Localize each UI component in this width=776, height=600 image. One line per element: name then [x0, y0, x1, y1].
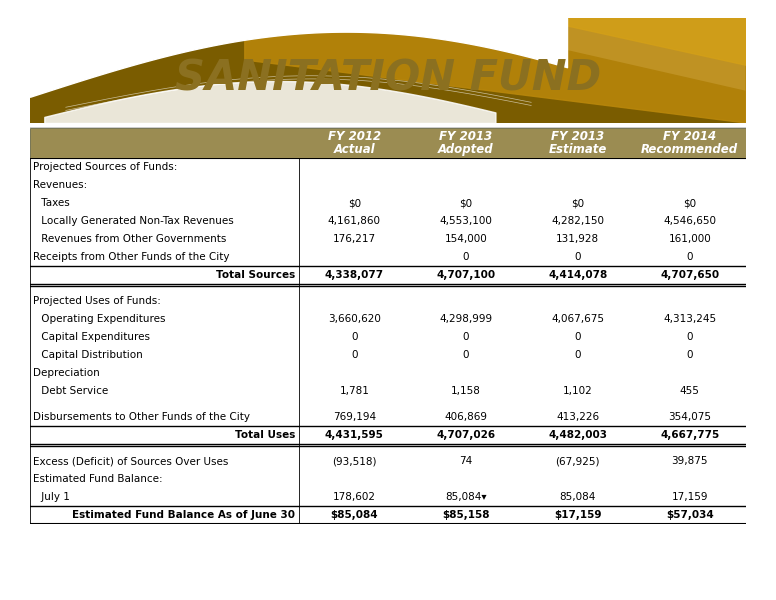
Text: Projected Uses of Funds:: Projected Uses of Funds:	[33, 296, 161, 306]
Text: 769,194: 769,194	[333, 412, 376, 422]
Text: Total Uses: Total Uses	[235, 430, 296, 440]
Text: $0: $0	[571, 198, 584, 208]
Text: 354,075: 354,075	[668, 412, 712, 422]
Text: FY 2013: FY 2013	[439, 130, 493, 143]
Text: Estimated Fund Balance:: Estimated Fund Balance:	[33, 474, 163, 484]
Text: Taxes: Taxes	[38, 198, 70, 208]
Text: Disbursements to Other Funds of the City: Disbursements to Other Funds of the City	[33, 412, 250, 422]
Text: Capital Distribution: Capital Distribution	[38, 350, 143, 360]
Text: 455: 455	[680, 386, 700, 396]
Text: 178,602: 178,602	[333, 492, 376, 502]
Text: 85,084▾: 85,084▾	[445, 492, 487, 502]
Polygon shape	[30, 18, 746, 123]
Text: 0: 0	[574, 332, 581, 342]
Text: 406,869: 406,869	[445, 412, 487, 422]
Text: 4,313,245: 4,313,245	[663, 314, 716, 324]
Text: Locally Generated Non-Tax Revenues: Locally Generated Non-Tax Revenues	[38, 216, 234, 226]
Text: 4,707,026: 4,707,026	[436, 430, 496, 440]
Text: $57,034: $57,034	[666, 510, 714, 520]
Text: Estimate: Estimate	[549, 143, 607, 156]
Text: 0: 0	[574, 350, 581, 360]
Text: 85,084: 85,084	[559, 492, 596, 502]
Text: 0: 0	[574, 252, 581, 262]
Text: 0: 0	[351, 332, 358, 342]
Text: 4,553,100: 4,553,100	[440, 216, 493, 226]
Text: $0: $0	[348, 198, 361, 208]
Text: Revenues from Other Governments: Revenues from Other Governments	[38, 234, 227, 244]
Text: 4,161,860: 4,161,860	[327, 216, 381, 226]
Text: $17,159: $17,159	[554, 510, 601, 520]
Text: 4,067,675: 4,067,675	[551, 314, 605, 324]
Text: 1,781: 1,781	[339, 386, 369, 396]
Text: (67,925): (67,925)	[556, 456, 600, 466]
Text: $85,084: $85,084	[331, 510, 378, 520]
Text: $85,158: $85,158	[442, 510, 490, 520]
Text: 0: 0	[687, 350, 693, 360]
Text: 4,707,100: 4,707,100	[436, 270, 496, 280]
Text: Projected Sources of Funds:: Projected Sources of Funds:	[33, 162, 178, 172]
Text: Debt Service: Debt Service	[38, 386, 108, 396]
Text: 17,159: 17,159	[671, 492, 708, 502]
Text: 1,158: 1,158	[451, 386, 481, 396]
Text: 4,298,999: 4,298,999	[439, 314, 493, 324]
Text: $0: $0	[683, 198, 696, 208]
Text: 0: 0	[687, 252, 693, 262]
Text: Adopted: Adopted	[438, 143, 494, 156]
Text: (93,518): (93,518)	[332, 456, 376, 466]
Text: July 1: July 1	[38, 492, 70, 502]
Text: 413,226: 413,226	[556, 412, 599, 422]
Text: 161,000: 161,000	[668, 234, 711, 244]
Text: 3,660,620: 3,660,620	[328, 314, 381, 324]
Text: $0: $0	[459, 198, 473, 208]
Text: 0: 0	[687, 332, 693, 342]
Text: FY 2012: FY 2012	[327, 130, 381, 143]
Text: 131,928: 131,928	[556, 234, 599, 244]
Text: Operating Expenditures: Operating Expenditures	[38, 314, 165, 324]
Text: 4,431,595: 4,431,595	[325, 430, 384, 440]
Text: Recommended: Recommended	[641, 143, 738, 156]
Text: Revenues:: Revenues:	[33, 180, 87, 190]
Text: 0: 0	[462, 332, 469, 342]
Polygon shape	[424, 18, 746, 65]
Text: 1,102: 1,102	[563, 386, 593, 396]
Text: Actual: Actual	[334, 143, 375, 156]
Text: 0: 0	[462, 252, 469, 262]
Text: 0: 0	[351, 350, 358, 360]
Text: Excess (Deficit) of Sources Over Uses: Excess (Deficit) of Sources Over Uses	[33, 456, 228, 466]
Text: FY 2014: FY 2014	[663, 130, 716, 143]
Text: 4,667,775: 4,667,775	[660, 430, 719, 440]
Text: Estimated Fund Balance As of June 30: Estimated Fund Balance As of June 30	[72, 510, 296, 520]
Polygon shape	[244, 18, 746, 123]
Text: Receipts from Other Funds of the City: Receipts from Other Funds of the City	[33, 252, 230, 262]
Text: 74: 74	[459, 456, 473, 466]
Text: 4,482,003: 4,482,003	[548, 430, 608, 440]
Text: 39,875: 39,875	[671, 456, 708, 466]
Text: 154,000: 154,000	[445, 234, 487, 244]
Text: 4,338,077: 4,338,077	[325, 270, 384, 280]
Text: 4,546,650: 4,546,650	[663, 216, 716, 226]
Text: FY 2013: FY 2013	[551, 130, 605, 143]
Text: 176,217: 176,217	[333, 234, 376, 244]
Text: SANITATION FUND: SANITATION FUND	[175, 58, 601, 100]
Text: 0: 0	[462, 350, 469, 360]
Text: Depreciation: Depreciation	[33, 368, 100, 378]
Text: 4,707,650: 4,707,650	[660, 270, 719, 280]
Text: Capital Expenditures: Capital Expenditures	[38, 332, 150, 342]
Text: 4,282,150: 4,282,150	[551, 216, 605, 226]
Text: 4,414,078: 4,414,078	[548, 270, 608, 280]
Text: Total Sources: Total Sources	[217, 270, 296, 280]
